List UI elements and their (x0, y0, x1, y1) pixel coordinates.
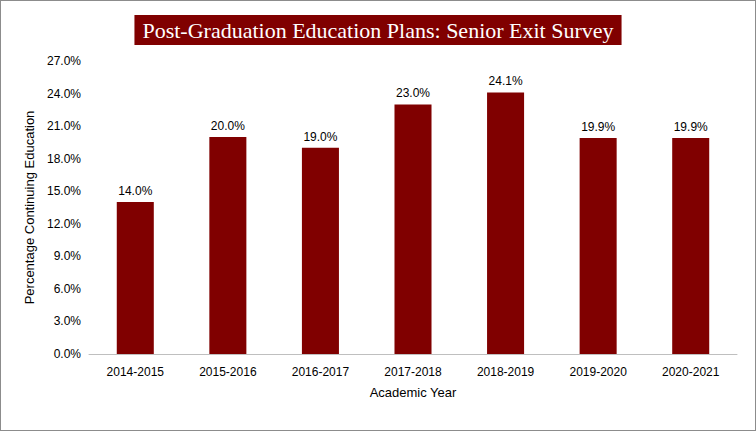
svg-text:2014-2015: 2014-2015 (107, 365, 165, 379)
svg-text:Academic Year: Academic Year (370, 385, 457, 400)
svg-text:19.0%: 19.0% (303, 130, 337, 144)
svg-text:19.9%: 19.9% (581, 120, 615, 134)
svg-text:24.1%: 24.1% (489, 74, 523, 88)
svg-text:21.0%: 21.0% (47, 119, 81, 133)
svg-text:2017-2018: 2017-2018 (384, 365, 442, 379)
svg-text:2019-2020: 2019-2020 (569, 365, 627, 379)
svg-text:2020-2021: 2020-2021 (662, 365, 720, 379)
svg-text:15.0%: 15.0% (47, 184, 81, 198)
svg-text:6.0%: 6.0% (54, 282, 82, 296)
svg-text:24.0%: 24.0% (47, 87, 81, 101)
svg-text:23.0%: 23.0% (396, 86, 430, 100)
svg-text:2016-2017: 2016-2017 (292, 365, 350, 379)
svg-text:Post-Graduation Education Plan: Post-Graduation Education Plans: Senior … (142, 18, 613, 43)
svg-text:Percentage Continuing Educatio: Percentage Continuing Education (22, 111, 37, 305)
svg-text:20.0%: 20.0% (211, 119, 245, 133)
svg-text:3.0%: 3.0% (54, 314, 82, 328)
svg-text:19.9%: 19.9% (674, 120, 708, 134)
svg-text:0.0%: 0.0% (54, 347, 82, 361)
svg-text:18.0%: 18.0% (47, 152, 81, 166)
svg-text:9.0%: 9.0% (54, 249, 82, 263)
svg-text:2018-2019: 2018-2019 (477, 365, 535, 379)
svg-text:12.0%: 12.0% (47, 217, 81, 231)
svg-text:27.0%: 27.0% (47, 54, 81, 68)
svg-text:2015-2016: 2015-2016 (199, 365, 257, 379)
svg-text:14.0%: 14.0% (118, 184, 152, 198)
